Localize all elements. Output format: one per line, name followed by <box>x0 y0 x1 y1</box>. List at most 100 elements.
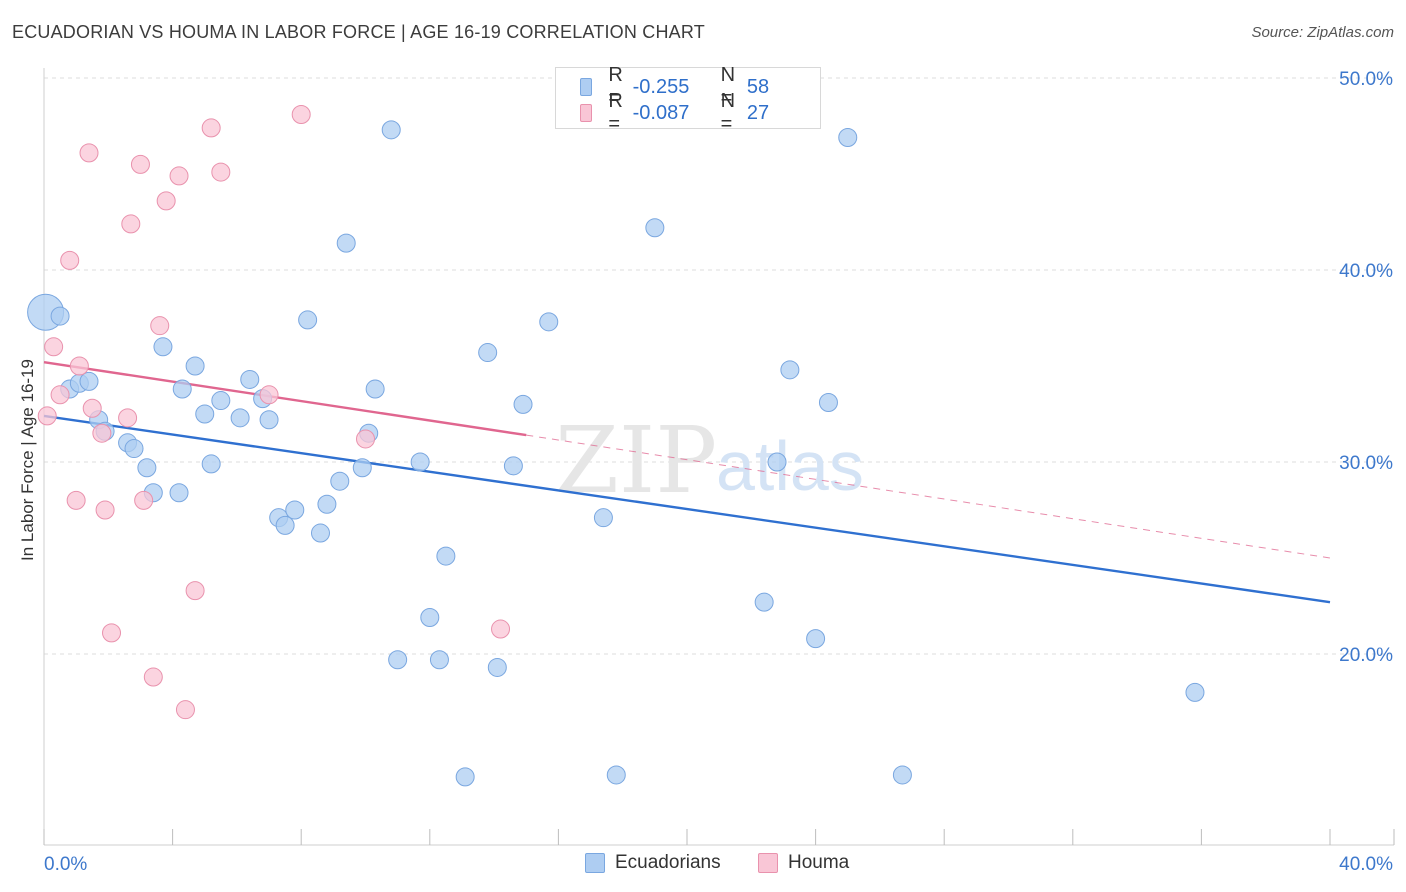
point-houma <box>291 104 311 124</box>
point-ecuadorians <box>211 391 231 411</box>
point-ecuadorians <box>240 369 260 389</box>
point-ecuadorians <box>429 650 449 670</box>
r-value: -0.087 <box>632 101 690 124</box>
point-ecuadorians <box>503 456 523 476</box>
point-ecuadorians <box>195 404 215 424</box>
point-houma <box>356 429 375 449</box>
y-tick-label: 50.0% <box>1339 69 1393 90</box>
ecuadorians-legend-swatch <box>585 853 605 873</box>
point-houma <box>50 385 70 405</box>
point-houma <box>121 214 141 234</box>
point-houma <box>143 667 163 687</box>
point-ecuadorians <box>593 508 613 528</box>
stats-legend: R = -0.255 N = 58 R = -0.087 N = 27 <box>555 64 821 135</box>
stats-row-ecuadorians: R = -0.255 N = 58 <box>580 64 825 109</box>
trend-line-ecuadorians <box>43 414 1331 604</box>
houma-legend-label: Houma <box>788 852 850 873</box>
point-ecuadorians <box>780 360 800 380</box>
point-houma <box>60 250 80 270</box>
point-ecuadorians <box>436 546 456 566</box>
r-value: -0.255 <box>632 75 690 98</box>
point-ecuadorians <box>172 379 192 399</box>
chart-title: ECUADORIAN VS HOUMA IN LABOR FORCE | AGE… <box>12 22 705 42</box>
legend-item-ecuadorians[interactable]: Ecuadorians <box>585 852 721 874</box>
point-houma <box>169 166 189 186</box>
point-ecuadorians <box>330 471 350 491</box>
source-credit: Source: ZipAtlas.com <box>1251 24 1394 41</box>
point-ecuadorians <box>838 128 858 148</box>
point-ecuadorians <box>310 523 330 543</box>
x-tick-label-min: 0.0% <box>44 854 87 875</box>
n-label: N = <box>720 64 736 109</box>
point-ecuadorians <box>201 454 221 474</box>
point-ecuadorians <box>539 312 559 332</box>
houma-legend-swatch <box>758 853 778 873</box>
point-ecuadorians <box>892 765 912 785</box>
point-ecuadorians <box>420 608 440 628</box>
point-houma <box>156 191 176 211</box>
point-houma <box>69 356 89 376</box>
point-houma <box>134 490 154 510</box>
x-ticks <box>43 829 1395 845</box>
y-tick-labels: 20.0% 30.0% 40.0% 50.0% <box>1339 69 1393 666</box>
point-houma <box>259 385 279 405</box>
point-ecuadorians <box>317 494 337 514</box>
point-ecuadorians <box>230 408 250 428</box>
y-tick-label: 30.0% <box>1339 453 1393 474</box>
n-value: 58 <box>746 75 770 98</box>
point-ecuadorians <box>185 356 205 376</box>
trend-line-houma <box>43 360 527 437</box>
point-ecuadorians <box>487 657 507 677</box>
point-ecuadorians <box>259 410 279 430</box>
point-ecuadorians <box>365 379 385 399</box>
point-houma <box>92 423 112 443</box>
point-ecuadorians <box>336 233 356 253</box>
point-houma <box>150 316 170 336</box>
point-houma <box>118 408 138 428</box>
watermark: ZIP atlas <box>555 407 864 514</box>
gridlines <box>44 77 1394 655</box>
point-ecuadorians <box>455 767 475 787</box>
point-houma <box>66 490 86 510</box>
point-ecuadorians <box>818 392 838 412</box>
data-points <box>27 104 1205 787</box>
point-ecuadorians <box>388 650 408 670</box>
n-value: 27 <box>746 101 770 124</box>
point-houma <box>211 162 231 182</box>
trend-extension-houma <box>526 434 1331 559</box>
trend-lines <box>43 360 1331 604</box>
point-ecuadorians <box>50 306 70 326</box>
ecuadorians-legend-label: Ecuadorians <box>615 852 721 873</box>
point-houma <box>175 700 195 720</box>
point-ecuadorians <box>806 629 826 649</box>
point-ecuadorians <box>124 439 144 459</box>
point-ecuadorians <box>410 452 430 472</box>
point-houma <box>37 406 57 426</box>
point-ecuadorians <box>381 120 401 140</box>
point-ecuadorians <box>79 371 99 391</box>
r-label: R = <box>608 64 623 109</box>
r-label: R = <box>608 90 623 135</box>
houma-swatch <box>580 104 593 122</box>
x-tick-label-max: 40.0% <box>1339 854 1393 875</box>
point-houma <box>102 623 122 643</box>
point-houma <box>44 337 64 357</box>
point-houma <box>79 143 99 163</box>
legend-item-houma[interactable]: Houma <box>758 852 849 874</box>
point-houma <box>95 500 115 520</box>
point-ecuadorians <box>352 458 372 478</box>
point-ecuadorians <box>645 218 665 238</box>
series-legend: Ecuadorians Houma <box>0 852 1406 878</box>
x-tick-labels: 0.0% 40.0% <box>44 854 1393 875</box>
axes <box>43 68 1394 846</box>
n-label: N = <box>720 90 736 135</box>
point-ecuadorians <box>153 337 173 357</box>
point-houma <box>82 398 102 418</box>
point-ecuadorians <box>754 592 774 612</box>
point-ecuadorians <box>137 458 157 478</box>
y-tick-label: 40.0% <box>1339 261 1393 282</box>
point-ecuadorians <box>285 500 305 520</box>
ecuadorians-swatch <box>580 78 593 96</box>
point-ecuadorians <box>606 765 626 785</box>
